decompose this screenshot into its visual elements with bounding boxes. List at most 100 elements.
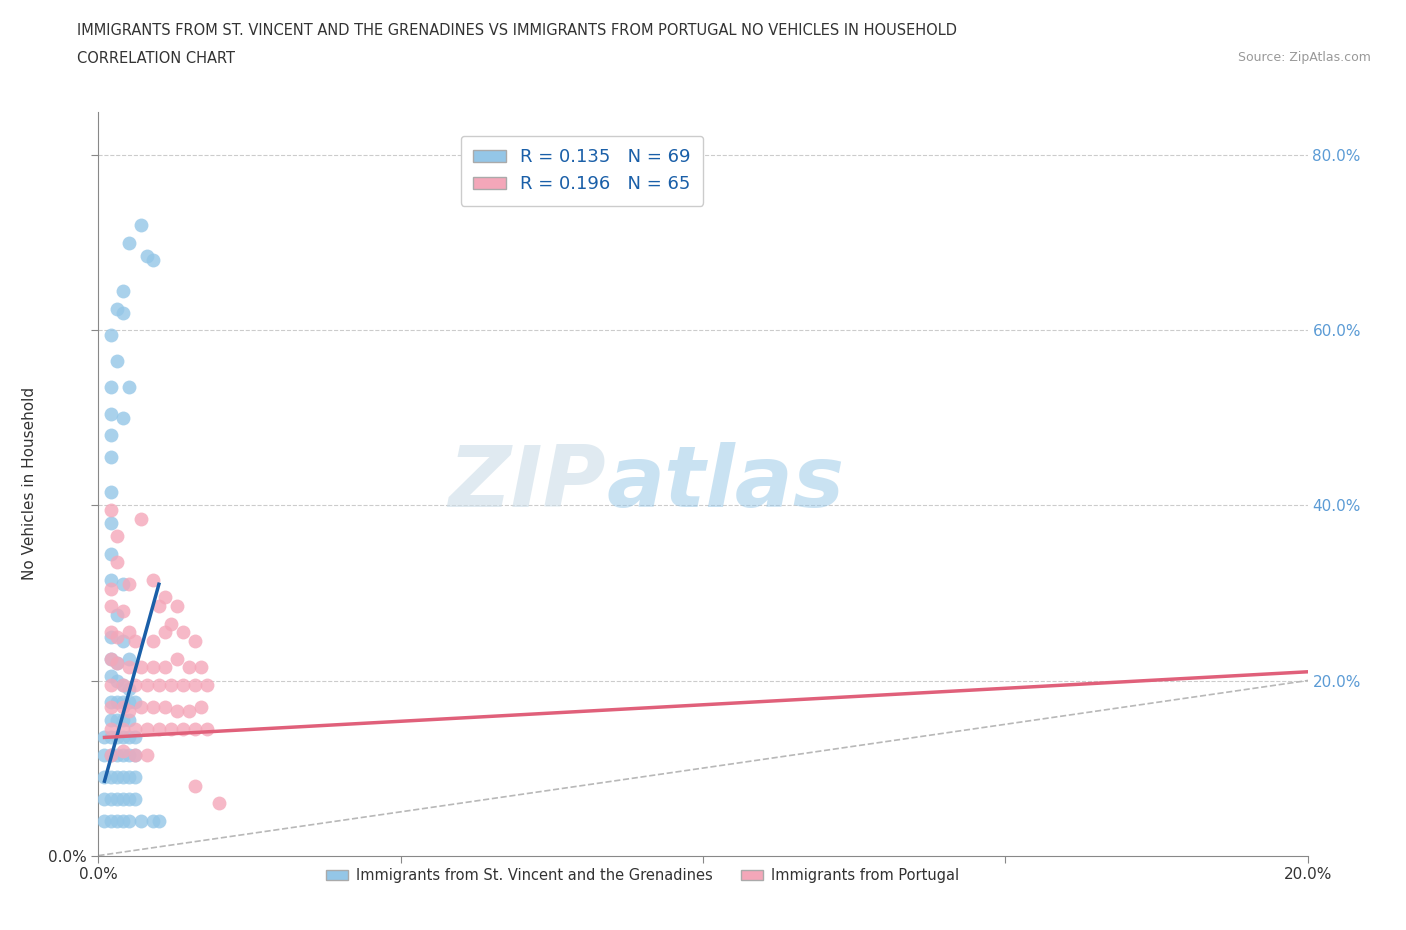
Point	[111, 677, 134, 692]
Point	[105, 769, 128, 784]
Point	[100, 669, 122, 684]
Legend: Immigrants from St. Vincent and the Grenadines, Immigrants from Portugal: Immigrants from St. Vincent and the Gren…	[321, 862, 965, 889]
Point	[184, 722, 207, 737]
Point	[111, 730, 134, 745]
Point	[100, 599, 122, 614]
Point	[93, 748, 115, 763]
Point	[111, 677, 134, 692]
Point	[105, 673, 128, 688]
Point	[190, 699, 212, 714]
Point	[118, 625, 141, 640]
Point	[118, 813, 141, 828]
Point	[100, 651, 122, 666]
Point	[111, 712, 134, 727]
Point	[100, 813, 122, 828]
Point	[166, 704, 188, 719]
Point	[166, 599, 188, 614]
Point	[184, 633, 207, 648]
Point	[100, 748, 122, 763]
Point	[184, 778, 207, 793]
Y-axis label: No Vehicles in Household: No Vehicles in Household	[21, 387, 37, 580]
Point	[142, 699, 165, 714]
Point	[124, 748, 146, 763]
Point	[111, 305, 134, 320]
Point	[100, 695, 122, 710]
Point	[153, 590, 176, 604]
Text: Source: ZipAtlas.com: Source: ZipAtlas.com	[1237, 51, 1371, 64]
Point	[184, 677, 207, 692]
Point	[93, 791, 115, 806]
Point	[142, 253, 165, 268]
Point	[179, 660, 201, 675]
Point	[118, 379, 141, 394]
Point	[100, 769, 122, 784]
Point	[124, 677, 146, 692]
Point	[118, 660, 141, 675]
Point	[93, 813, 115, 828]
Point	[135, 677, 157, 692]
Point	[148, 599, 170, 614]
Point	[100, 677, 122, 692]
Point	[100, 327, 122, 342]
Point	[111, 603, 134, 618]
Point	[118, 748, 141, 763]
Point	[195, 677, 218, 692]
Point	[100, 515, 122, 530]
Point	[93, 730, 115, 745]
Point	[100, 730, 122, 745]
Text: CORRELATION CHART: CORRELATION CHART	[77, 51, 235, 66]
Point	[111, 748, 134, 763]
Point	[111, 791, 134, 806]
Point	[124, 730, 146, 745]
Point	[105, 555, 128, 570]
Point	[100, 450, 122, 465]
Point	[100, 625, 122, 640]
Point	[105, 353, 128, 368]
Point	[148, 722, 170, 737]
Point	[111, 577, 134, 591]
Point	[100, 485, 122, 499]
Point	[135, 722, 157, 737]
Point	[105, 301, 128, 316]
Point	[129, 813, 152, 828]
Point	[111, 743, 134, 758]
Point	[148, 813, 170, 828]
Point	[160, 617, 183, 631]
Point	[118, 704, 141, 719]
Point	[142, 573, 165, 588]
Point	[195, 722, 218, 737]
Point	[118, 577, 141, 591]
Point	[100, 379, 122, 394]
Point	[129, 660, 152, 675]
Point	[111, 813, 134, 828]
Point	[105, 813, 128, 828]
Point	[100, 573, 122, 588]
Point	[105, 791, 128, 806]
Point	[160, 722, 183, 737]
Point	[100, 651, 122, 666]
Point	[105, 607, 128, 622]
Point	[100, 699, 122, 714]
Point	[105, 656, 128, 671]
Point	[179, 704, 201, 719]
Point	[172, 722, 194, 737]
Point	[166, 651, 188, 666]
Point	[111, 722, 134, 737]
Point	[100, 581, 122, 596]
Point	[129, 512, 152, 526]
Point	[153, 699, 176, 714]
Point	[118, 695, 141, 710]
Point	[142, 633, 165, 648]
Point	[100, 712, 122, 727]
Point	[124, 769, 146, 784]
Point	[118, 651, 141, 666]
Point	[111, 410, 134, 425]
Point	[153, 625, 176, 640]
Point	[105, 748, 128, 763]
Point	[105, 630, 128, 644]
Point	[118, 712, 141, 727]
Point	[153, 660, 176, 675]
Point	[118, 769, 141, 784]
Point	[111, 695, 134, 710]
Point	[124, 722, 146, 737]
